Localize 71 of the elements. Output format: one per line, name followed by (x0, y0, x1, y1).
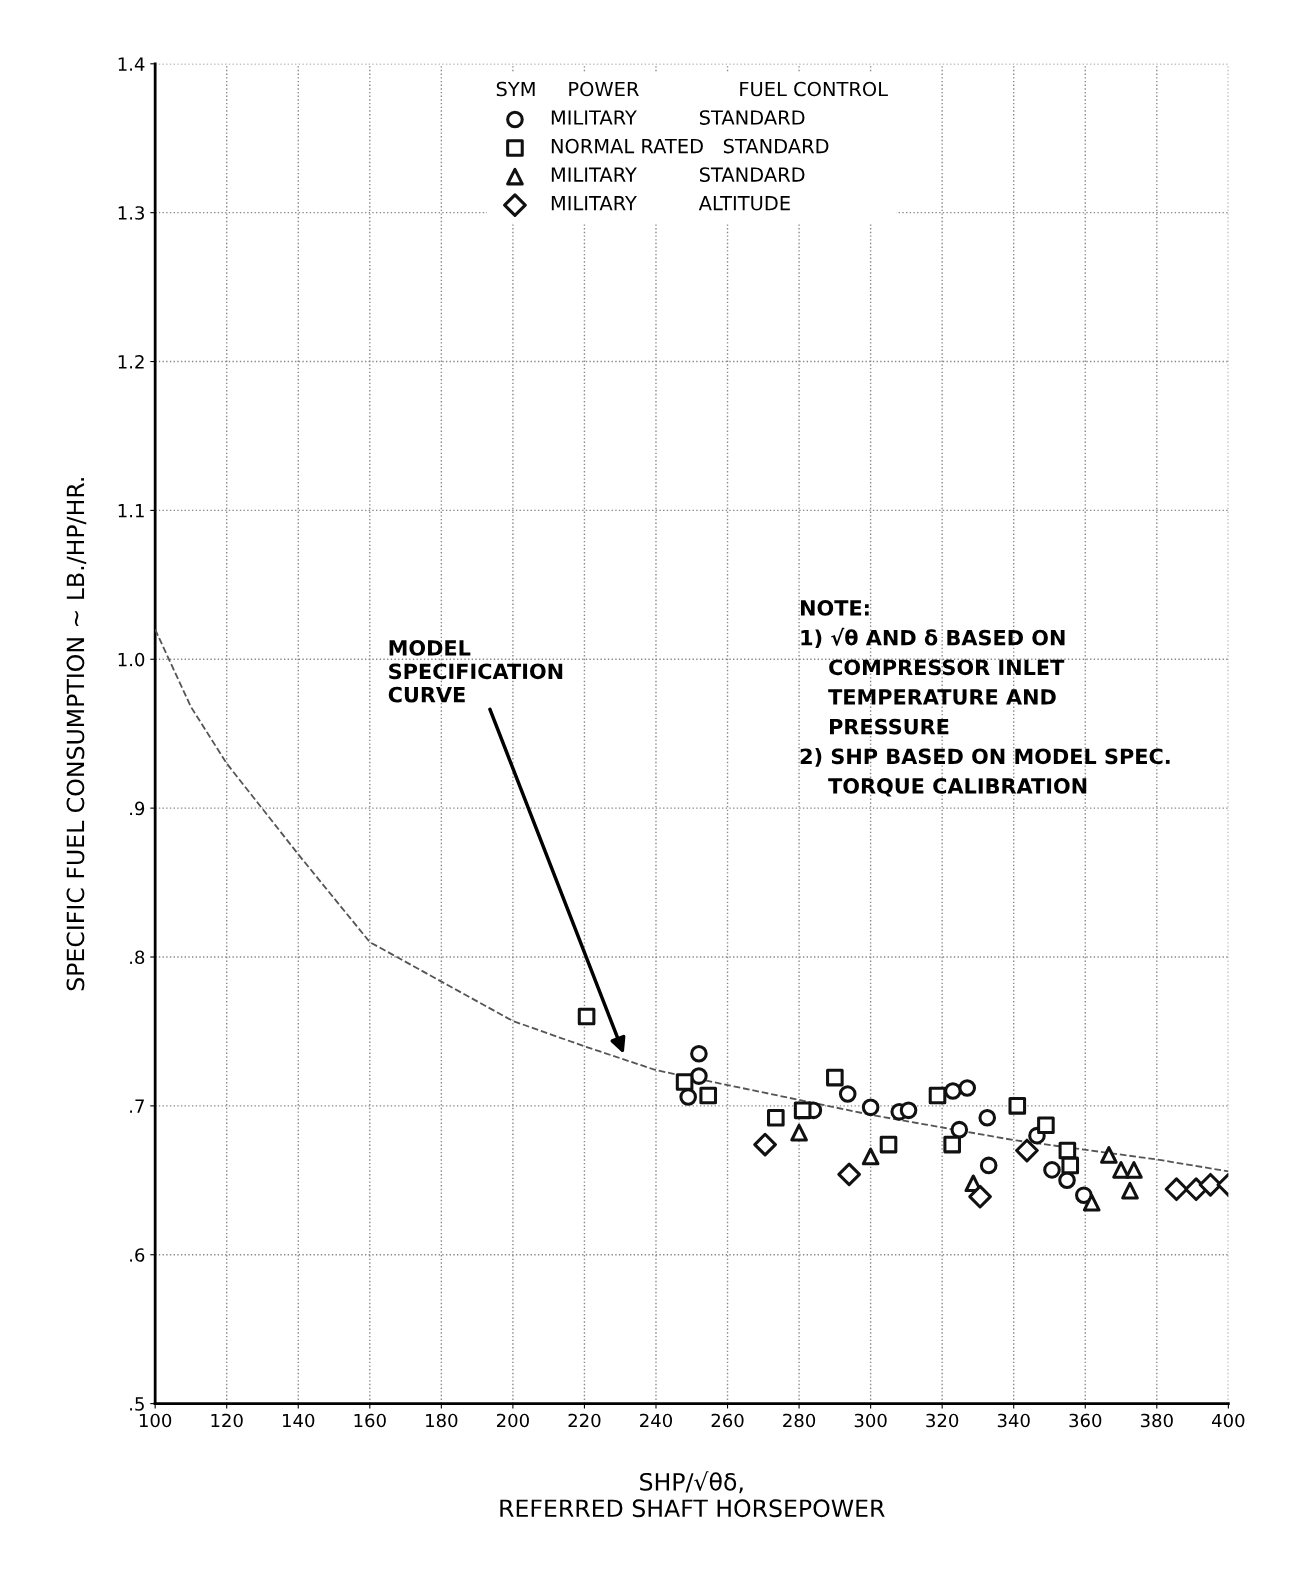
point (899, 1101, 918, 1120)
point (1037, 1116, 1055, 1135)
point (767, 1108, 785, 1127)
y-tick-label: 1.3 (118, 206, 144, 220)
x-tick-label: 160 (354, 1413, 386, 1428)
point (679, 1088, 697, 1106)
point (838, 1085, 857, 1103)
annotation: NOTE: 1) √θ AND δ BASED ON COMPRESSOR INLET TEMPERATURE AND PRESSURE 2) SHP BASED ON MODEL SPEC. TORQUE CALIBRATION (800, 600, 1170, 797)
point (826, 1068, 844, 1087)
point (861, 1098, 880, 1117)
point (978, 1108, 997, 1127)
x-axis-title: SHP/√θδ, REFERRED SHAFT HORSEPOWER (500, 1471, 885, 1518)
point (837, 1162, 861, 1187)
point (928, 1086, 947, 1105)
point (1121, 1181, 1139, 1200)
y-tick-label: .8 (130, 950, 145, 965)
point (968, 1184, 992, 1209)
legend-label: MILITARY STANDARD (551, 110, 805, 125)
legend-label: MILITARY ALTITUDE (551, 196, 790, 211)
y-tick-label: .9 (130, 801, 145, 816)
y-tick-label: .5 (130, 1397, 144, 1411)
x-tick-label: 400 (1212, 1413, 1245, 1428)
y-tick-label: 1.2 (118, 354, 144, 369)
point (943, 1135, 961, 1154)
point (753, 1132, 777, 1157)
point (790, 1123, 808, 1142)
y-axis-title: SPECIFIC FUEL CONSUMPTION ~ LB./HP/HR. (66, 478, 87, 991)
x-tick-label: 240 (640, 1413, 673, 1428)
annotation: MODEL SPECIFICATION CURVE (388, 640, 563, 703)
x-tick-label: 140 (283, 1413, 315, 1428)
x-tick-label: 300 (854, 1413, 887, 1428)
point (958, 1079, 977, 1097)
point (950, 1120, 969, 1139)
point (1008, 1097, 1027, 1115)
legend-title: SYM POWER FUEL CONTROL (496, 81, 888, 97)
point (690, 1044, 708, 1063)
x-tick-label: 120 (211, 1413, 243, 1428)
x-tick-label: 320 (926, 1413, 959, 1428)
point (1058, 1171, 1076, 1190)
y-tick-label: .6 (130, 1248, 145, 1262)
point (861, 1147, 880, 1166)
x-tick-label: 340 (997, 1413, 1030, 1428)
legend-label: NORMAL RATED STANDARD (551, 138, 829, 154)
point (1061, 1156, 1080, 1175)
point (1125, 1161, 1143, 1179)
x-tick-label: 260 (711, 1413, 744, 1428)
point (1082, 1193, 1101, 1212)
y-tick-label: 1.0 (118, 652, 145, 667)
x-tick-label: 200 (496, 1413, 529, 1428)
point (675, 1073, 694, 1091)
point (793, 1101, 812, 1120)
x-tick-label: 100 (139, 1413, 172, 1428)
point (1015, 1138, 1039, 1163)
point (577, 1007, 596, 1026)
point (979, 1156, 998, 1175)
point (690, 1067, 708, 1085)
x-tick-label: 220 (568, 1413, 601, 1428)
legend-label: MILITARY STANDARD (551, 167, 805, 182)
point (699, 1086, 718, 1105)
x-tick-label: 360 (1069, 1413, 1102, 1428)
point (879, 1135, 898, 1154)
point (1112, 1161, 1130, 1179)
y-tick-label: 1.4 (118, 57, 145, 71)
point (1164, 1177, 1189, 1202)
point (1043, 1161, 1061, 1179)
x-tick-label: 380 (1140, 1413, 1173, 1428)
y-tick-label: .7 (130, 1099, 144, 1113)
x-tick-label: 280 (783, 1413, 816, 1428)
point (1100, 1146, 1118, 1164)
x-tick-label: 180 (426, 1413, 458, 1428)
y-tick-label: 1.1 (118, 504, 144, 518)
